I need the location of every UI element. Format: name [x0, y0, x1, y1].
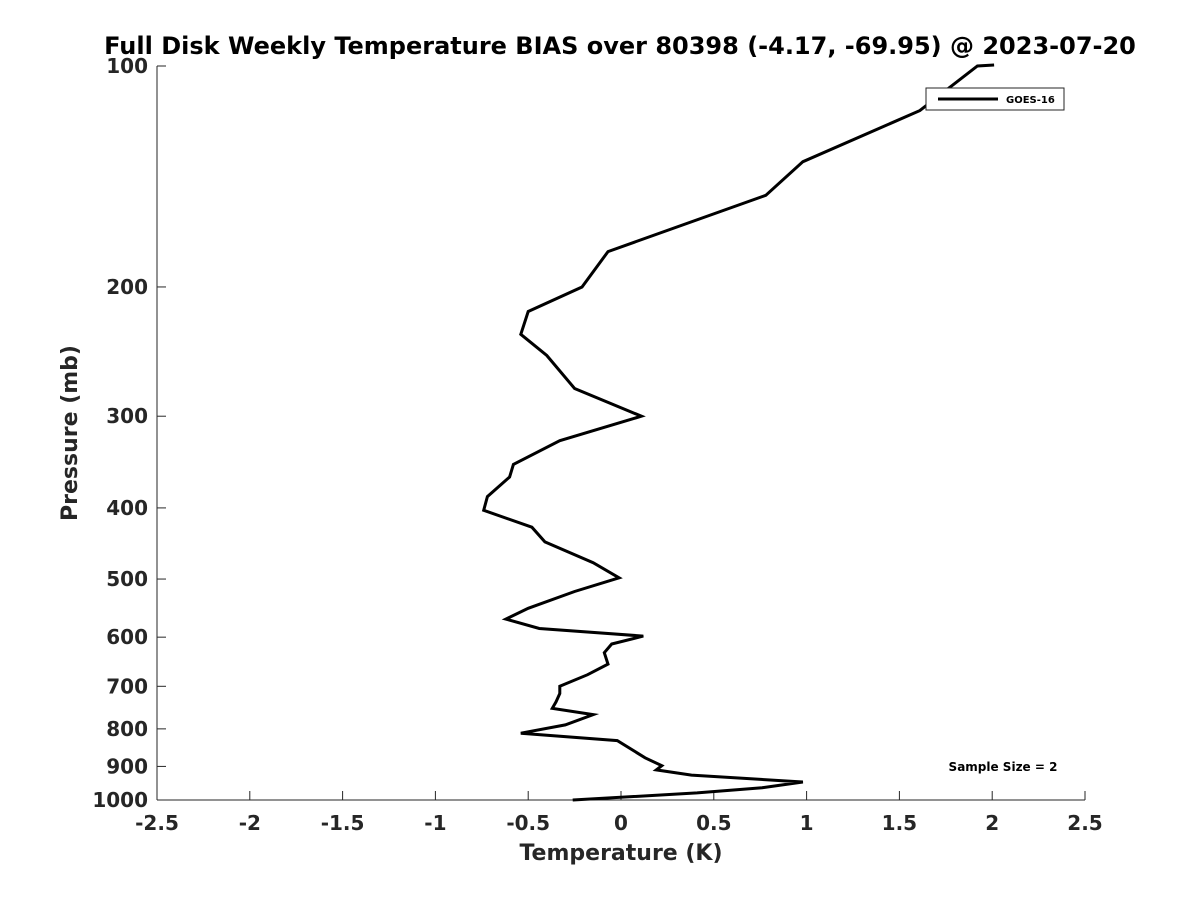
y-ticks: 100 200 300 400 500 600 700 800 900 1000 — [92, 54, 166, 812]
y-tick-label: 900 — [106, 754, 148, 778]
y-tick-label: 100 — [106, 54, 148, 78]
x-tick-label: 1.5 — [882, 811, 917, 835]
y-tick-label: 300 — [106, 404, 148, 428]
y-tick-label: 500 — [106, 567, 148, 591]
x-tick-label: 2 — [985, 811, 999, 835]
x-tick-label: -2 — [239, 811, 261, 835]
series-line-goes-16 — [481, 63, 995, 802]
x-ticks: -2.5 -2 -1.5 -1 -0.5 0 0.5 1 1.5 2 2.5 — [135, 791, 1103, 835]
y-tick-label: 700 — [106, 674, 148, 698]
x-tick-label: 1 — [800, 811, 814, 835]
y-tick-label: 200 — [106, 275, 148, 299]
sample-size-annotation: Sample Size = 2 — [949, 760, 1058, 774]
x-tick-label: 0 — [614, 811, 628, 835]
x-axis-label: Temperature (K) — [519, 841, 722, 866]
x-tick-label: -2.5 — [135, 811, 179, 835]
y-tick-label: 800 — [106, 717, 148, 741]
y-tick-label: 1000 — [92, 788, 148, 812]
x-tick-label: -1 — [424, 811, 446, 835]
x-tick-label: -0.5 — [506, 811, 550, 835]
chart-title: Full Disk Weekly Temperature BIAS over 8… — [104, 32, 1136, 60]
x-tick-label: 2.5 — [1067, 811, 1102, 835]
x-tick-label: -1.5 — [321, 811, 365, 835]
x-tick-label: 0.5 — [696, 811, 731, 835]
y-axis-label: Pressure (mb) — [58, 345, 83, 521]
legend: GOES-16 — [925, 87, 1065, 111]
legend-label-goes-16: GOES-16 — [1006, 95, 1055, 106]
y-tick-label: 400 — [106, 496, 148, 520]
axes-box — [156, 66, 1085, 801]
y-tick-label: 600 — [106, 625, 148, 649]
